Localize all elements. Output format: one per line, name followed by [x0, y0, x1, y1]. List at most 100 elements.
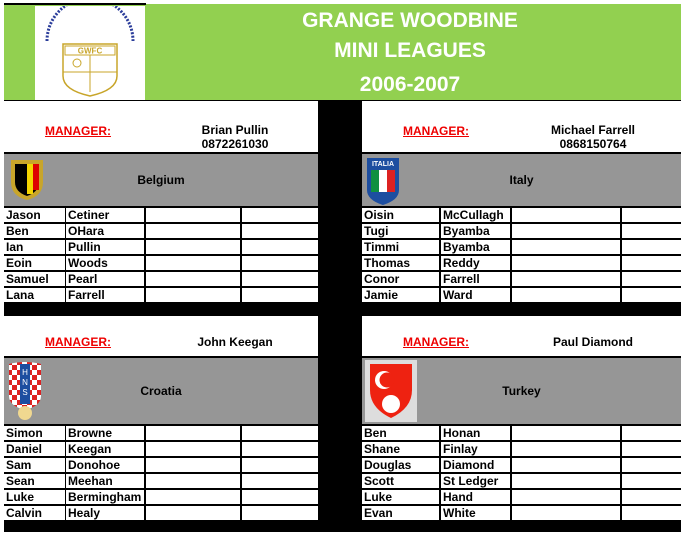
player-surname: Pullin: [66, 240, 144, 254]
empty-cell[interactable]: [512, 288, 620, 302]
player-surname: Woods: [66, 256, 144, 270]
empty-cell[interactable]: [242, 224, 318, 238]
manager-label: MANAGER:: [45, 124, 111, 138]
player-surname: Byamba: [441, 240, 510, 254]
empty-cell[interactable]: [146, 208, 240, 222]
player-first-name: Sam: [4, 458, 65, 472]
country-name: Belgium: [137, 173, 185, 187]
player-surname: Finlay: [441, 442, 510, 456]
player-surname: Healy: [66, 506, 144, 520]
empty-cell[interactable]: [512, 272, 620, 286]
player-surname: Donohoe: [66, 458, 144, 472]
player-first-name: Scott: [362, 474, 439, 488]
player-first-name: Oisin: [362, 208, 439, 222]
player-surname: Meehan: [66, 474, 144, 488]
empty-cell[interactable]: [242, 506, 318, 520]
player-surname: McCullagh: [441, 208, 510, 222]
player-first-name: Thomas: [362, 256, 439, 270]
crest-lettering: HNS: [22, 368, 28, 397]
player-surname: Cetiner: [66, 208, 144, 222]
empty-cell[interactable]: [512, 240, 620, 254]
empty-cell[interactable]: [146, 458, 240, 472]
player-first-name: Ben: [4, 224, 65, 238]
manager-row: [4, 101, 318, 152]
player-surname: Browne: [66, 426, 144, 440]
country-name: Italy: [509, 173, 534, 187]
empty-cell[interactable]: [622, 442, 681, 456]
empty-cell[interactable]: [146, 426, 240, 440]
empty-cell[interactable]: [512, 208, 620, 222]
empty-cell[interactable]: [512, 442, 620, 456]
svg-text:ITALIA: ITALIA: [372, 161, 394, 168]
manager-name: Brian Pullin: [201, 123, 269, 137]
empty-cell[interactable]: [242, 272, 318, 286]
manager-name: John Keegan: [197, 335, 273, 349]
player-first-name: Tugi: [362, 224, 439, 238]
player-first-name: Lana: [4, 288, 65, 302]
player-surname: St Ledger: [441, 474, 510, 488]
empty-cell[interactable]: [512, 506, 620, 520]
player-surname: Byamba: [441, 224, 510, 238]
empty-cell[interactable]: [146, 272, 240, 286]
manager-row: [362, 316, 681, 356]
empty-cell[interactable]: [512, 474, 620, 488]
empty-cell[interactable]: [242, 426, 318, 440]
croatia-crest-icon: [7, 360, 43, 427]
player-surname: Keegan: [66, 442, 144, 456]
empty-cell[interactable]: [622, 272, 681, 286]
manager-phone: 0868150764: [559, 137, 627, 151]
empty-cell[interactable]: [512, 426, 620, 440]
empty-cell[interactable]: [146, 474, 240, 488]
empty-cell[interactable]: [146, 490, 240, 504]
player-surname: Ward: [441, 288, 510, 302]
empty-cell[interactable]: [242, 474, 318, 488]
empty-cell[interactable]: [146, 224, 240, 238]
belgium-crest-icon: [7, 156, 47, 207]
empty-cell[interactable]: [622, 224, 681, 238]
empty-cell[interactable]: [622, 474, 681, 488]
empty-cell[interactable]: [622, 458, 681, 472]
player-first-name: Luke: [362, 490, 439, 504]
empty-cell[interactable]: [622, 506, 681, 520]
player-surname: Farrell: [66, 288, 144, 302]
empty-cell[interactable]: [146, 288, 240, 302]
empty-cell[interactable]: [512, 458, 620, 472]
player-first-name: Jamie: [362, 288, 439, 302]
manager-row: [4, 316, 318, 356]
empty-cell[interactable]: [622, 240, 681, 254]
empty-cell[interactable]: [242, 490, 318, 504]
empty-cell[interactable]: [242, 240, 318, 254]
empty-cell[interactable]: [512, 224, 620, 238]
club-logo: GWFC: [35, 0, 145, 100]
empty-cell[interactable]: [146, 506, 240, 520]
player-first-name: Douglas: [362, 458, 439, 472]
manager-label: MANAGER:: [45, 335, 111, 349]
manager-name: Paul Diamond: [552, 335, 633, 349]
empty-cell[interactable]: [242, 208, 318, 222]
player-surname: OHara: [66, 224, 144, 238]
empty-cell[interactable]: [622, 256, 681, 270]
season-label: 2006-2007: [359, 73, 461, 96]
empty-cell[interactable]: [242, 256, 318, 270]
empty-cell[interactable]: [146, 256, 240, 270]
empty-cell[interactable]: [146, 240, 240, 254]
player-first-name: Luke: [4, 490, 65, 504]
empty-cell[interactable]: [146, 442, 240, 456]
empty-cell[interactable]: [512, 490, 620, 504]
empty-cell[interactable]: [242, 442, 318, 456]
empty-cell[interactable]: [622, 208, 681, 222]
empty-cell[interactable]: [242, 458, 318, 472]
country-band: [4, 154, 318, 206]
empty-cell[interactable]: [242, 288, 318, 302]
player-first-name: Ian: [4, 240, 65, 254]
manager-row: [362, 101, 681, 152]
empty-cell[interactable]: [622, 426, 681, 440]
player-first-name: Eoin: [4, 256, 65, 270]
empty-cell[interactable]: [512, 256, 620, 270]
player-surname: Pearl: [66, 272, 144, 286]
player-surname: Diamond: [441, 458, 510, 472]
manager-label: MANAGER:: [403, 124, 469, 138]
player-surname: White: [441, 506, 510, 520]
empty-cell[interactable]: [622, 490, 681, 504]
empty-cell[interactable]: [622, 288, 681, 302]
